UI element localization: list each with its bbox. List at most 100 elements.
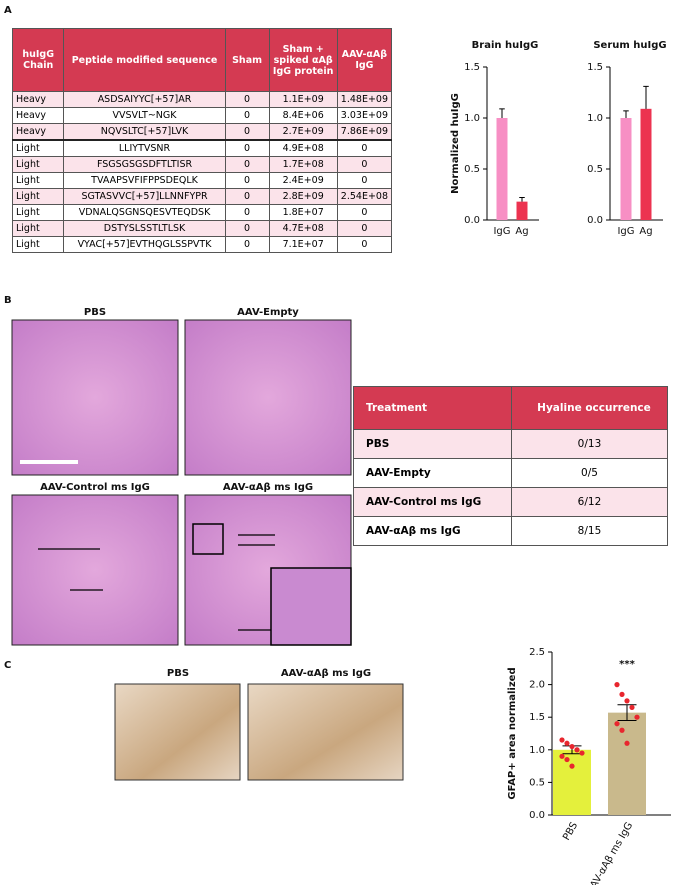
- chart-title: Brain huIgG: [472, 40, 539, 51]
- data-point: [619, 691, 625, 697]
- header-cell: huIgG Chain: [11, 28, 65, 92]
- table-cell: 0/5: [510, 458, 669, 488]
- data-point: [629, 704, 635, 711]
- table-cell: 0: [336, 204, 393, 221]
- y-tick-label: 1.0: [587, 113, 603, 124]
- data-point: [579, 750, 585, 756]
- data-point: [559, 737, 565, 743]
- header-cell: Sham + spiked αAβ IgG protein: [268, 28, 338, 92]
- data-point: [564, 740, 570, 746]
- y-tick-label: 0.5: [464, 164, 480, 175]
- table-cell: LLIYTVSNR: [63, 139, 226, 157]
- panel-label: C: [4, 660, 11, 671]
- table-cell: 0: [224, 139, 270, 157]
- y-axis-label: GFAP+ area normalized: [507, 667, 518, 799]
- header-row: Treatment Hyaline occurrence: [353, 386, 669, 430]
- table-row: PBS 0/13: [353, 429, 669, 459]
- image-label: AAV-αAβ ms IgG: [281, 668, 371, 679]
- bar: [496, 118, 508, 220]
- table-cell: 3.03E+09: [336, 107, 393, 124]
- table-cell: AAV-Control ms IgG: [353, 487, 512, 517]
- image-label: AAV-Control ms IgG: [40, 482, 150, 493]
- table-cell: 0: [336, 172, 393, 189]
- histology-b: [11, 319, 352, 646]
- table-cell: 0: [224, 156, 270, 173]
- table-cell: 0: [336, 236, 393, 253]
- x-tick-label: Ag: [515, 226, 528, 237]
- table-row: Light TVAAPSVFIFPPSDEQLK 0 2.4E+09 0: [11, 172, 393, 189]
- x-tick-label: IgG: [493, 226, 510, 237]
- table-cell: 1.1E+09: [268, 91, 338, 108]
- bar: [620, 118, 632, 220]
- table-cell: 0: [224, 91, 270, 108]
- table-cell: NQVSLTC[+57]LVK: [63, 123, 226, 141]
- image-label: PBS: [167, 668, 189, 679]
- bar: [553, 749, 591, 815]
- bar: [640, 108, 652, 220]
- header-cell: Sham: [224, 28, 270, 92]
- x-tick-label: PBS: [561, 821, 580, 843]
- y-tick-label: 0.0: [587, 215, 603, 226]
- table-cell: 0: [336, 156, 393, 173]
- table-cell: 8/15: [510, 516, 669, 546]
- y-tick-label: 1.0: [464, 113, 480, 124]
- table-cell: 2.54E+08: [336, 188, 393, 205]
- y-tick-label: 0.0: [464, 215, 480, 226]
- image-label: AAV-Empty: [237, 307, 299, 318]
- panel-label: A: [4, 5, 12, 16]
- error-bar: [519, 197, 525, 202]
- table-b: Treatment Hyaline occurrence PBS 0/13 AAV-Em…: [353, 386, 669, 546]
- error-bar: [643, 85, 649, 109]
- table-cell: 0: [224, 107, 270, 124]
- table-cell: Heavy: [11, 107, 65, 124]
- x-tick-label: Ag: [639, 226, 652, 237]
- bar: [516, 201, 528, 220]
- header-cell: AAV-αAβ IgG: [336, 28, 393, 92]
- header-cell: Treatment: [353, 386, 512, 430]
- panel-label: B: [4, 295, 12, 306]
- error-bar: [623, 110, 629, 118]
- x-tick-label: AAV-αAβ ms IgG: [585, 821, 635, 885]
- table-cell: Light: [11, 220, 65, 237]
- table-row: Light VDNALQSGNSQESVTEQDSK 0 1.8E+07 0: [11, 204, 393, 221]
- y-tick-label: 2.5: [529, 647, 545, 658]
- table-cell: 8.4E+06: [268, 107, 338, 124]
- table-cell: 1.8E+07: [268, 204, 338, 221]
- table-cell: 2.7E+09: [268, 123, 338, 141]
- table-row: Heavy VVSVLT~NGK 0 8.4E+06 3.03E+09: [11, 107, 393, 124]
- significance-label: ***: [619, 659, 635, 670]
- table-cell: VDNALQSGNSQESVTEQDSK: [63, 204, 226, 221]
- table-row: AAV-Empty 0/5: [353, 458, 669, 488]
- table-cell: 0/13: [510, 429, 669, 459]
- error-bar: [499, 108, 505, 118]
- table-cell: AAV-αAβ ms IgG: [353, 516, 512, 546]
- table-row: Heavy NQVSLTC[+57]LVK 0 2.7E+09 7.86E+09: [11, 123, 393, 141]
- table-cell: TVAAPSVFIFPPSDEQLK: [63, 172, 226, 189]
- table-cell: VVSVLT~NGK: [63, 107, 226, 124]
- table-cell: 0: [224, 123, 270, 141]
- table-cell: 1.7E+08: [268, 156, 338, 173]
- y-tick-label: 2.0: [529, 680, 545, 691]
- table-cell: 1.48E+09: [336, 91, 393, 108]
- table-row: Light LLIYTVSNR 0 4.9E+08 0: [11, 139, 393, 157]
- image-label: AAV-αAβ ms IgG: [223, 482, 313, 493]
- x-tick-label: IgG: [617, 226, 634, 237]
- y-tick-label: 0.5: [587, 164, 603, 175]
- table-cell: 0: [336, 139, 393, 157]
- table-cell: 4.7E+08: [268, 220, 338, 237]
- table-cell: Light: [11, 156, 65, 173]
- data-point: [569, 763, 575, 769]
- table-cell: 0: [224, 236, 270, 253]
- table-cell: 4.9E+08: [268, 139, 338, 157]
- data-point: [574, 747, 580, 753]
- table-cell: FSGSGSGSDFTLTISR: [63, 156, 226, 173]
- error-bar: [617, 704, 637, 721]
- data-point: [634, 714, 640, 720]
- data-point: [624, 698, 630, 704]
- table-cell: ASDSAIYYC[+57]AR: [63, 91, 226, 108]
- y-axis-label: Normalized huIgG: [450, 93, 461, 194]
- y-tick-label: 1.0: [529, 745, 545, 756]
- table-cell: Light: [11, 172, 65, 189]
- table-row: Light SGTASVVC[+57]LLNNFYPR 0 2.8E+09 2.54E+…: [11, 188, 393, 205]
